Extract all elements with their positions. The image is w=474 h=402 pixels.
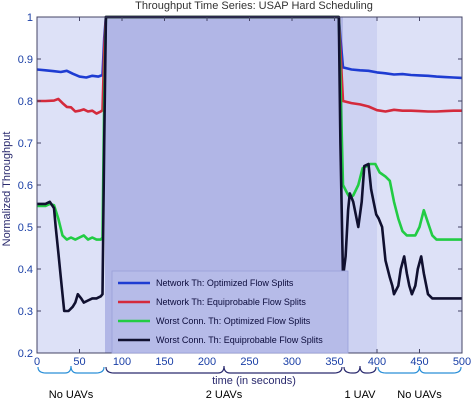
x-tick-label: 250: [240, 356, 258, 368]
x-axis-label: time (in seconds): [212, 375, 296, 387]
y-tick-label: 0.6: [18, 180, 33, 192]
y-tick-label: 0.9: [18, 54, 33, 66]
series-line-4: [37, 15, 462, 313]
region-label-2: 1 UAV: [345, 389, 377, 401]
x-tick-label: 500: [453, 356, 471, 368]
region-label-3: No UAVs: [397, 389, 442, 401]
legend-label-1: Network Th: Optimized Flow Splits: [156, 278, 294, 288]
region-shade-0: [37, 17, 105, 353]
legend: Network Th: Optimized Flow Splits Network…: [111, 270, 349, 354]
y-axis-label: Normalized Throughput: [1, 132, 13, 247]
y-tick-label: 0.3: [18, 306, 33, 318]
region-bracket-1: [105, 365, 343, 374]
x-tick-label: 0: [34, 356, 40, 368]
y-tick-label: 0.7: [18, 138, 33, 150]
y-tick-label: 0.8: [18, 96, 33, 108]
region-label-0: No UAVs: [49, 389, 94, 401]
region-label-1: 2 UAVs: [206, 389, 243, 401]
x-tick-label: 50: [73, 356, 85, 368]
x-tick-label: 350: [325, 356, 343, 368]
x-tick-label: 100: [113, 356, 131, 368]
y-tick-label: 1: [27, 12, 33, 24]
legend-label-4: Worst Conn. Th: Equiprobable Flow Splits: [156, 335, 323, 345]
x-tick-label: 400: [368, 356, 386, 368]
x-tick-label: 300: [283, 356, 301, 368]
y-tick-label: 0.4: [18, 264, 33, 276]
region-bracket-0: [37, 365, 105, 374]
legend-label-2: Network Th: Equiprobable Flow Splits: [156, 297, 306, 307]
chart-title: Throughput Time Series: USAP Hard Schedu…: [135, 0, 373, 12]
x-tick-label: 450: [410, 356, 428, 368]
region-bracket-3: [377, 365, 462, 374]
y-tick-label: 0.2: [18, 348, 33, 360]
legend-box: [111, 270, 349, 354]
y-tick-label: 0.5: [18, 222, 33, 234]
series-line-3: [37, 15, 462, 241]
legend-label-3: Worst Conn. Th: Optimized Flow Splits: [156, 316, 311, 326]
region-brackets: No UAVs 2 UAVs 1 UAV No UAVs: [37, 365, 462, 401]
x-tick-label: 150: [155, 356, 173, 368]
x-tick-label: 200: [198, 356, 216, 368]
x-axis-ticks: 0 50 100 150 200 250 300 350 400 450 500: [34, 17, 471, 368]
y-axis-ticks: 0.2 0.3 0.4 0.5 0.6 0.7 0.8 0.9 1: [18, 12, 462, 360]
region-bracket-2: [343, 365, 377, 374]
